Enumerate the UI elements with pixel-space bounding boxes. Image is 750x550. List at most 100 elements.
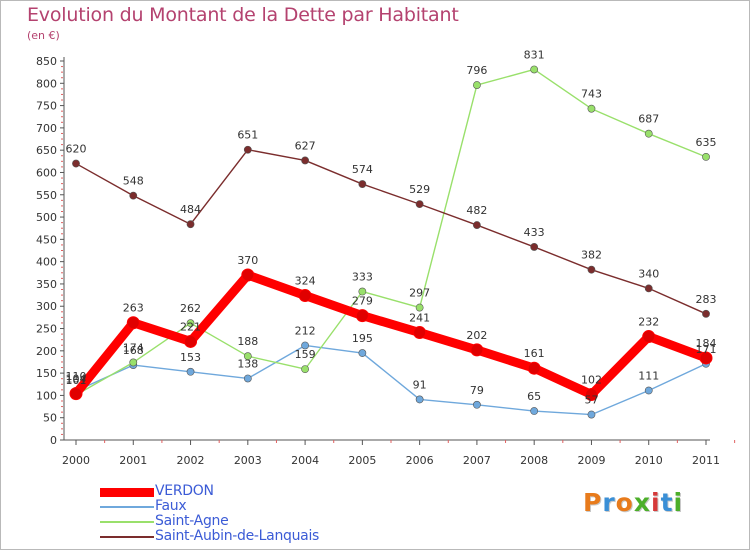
data-point-saint-aubin-de-lanquais — [129, 191, 138, 200]
data-label-saint-aubin-de-lanquais: 548 — [123, 175, 144, 188]
y-tick-label: 500 — [36, 211, 57, 224]
data-label-faux: 168 — [123, 344, 144, 357]
data-label-saint-agne: 101 — [66, 374, 87, 387]
data-label-saint-aubin-de-lanquais: 340 — [638, 267, 659, 280]
x-tick-label: 2005 — [348, 454, 376, 467]
x-tick-label: 2010 — [635, 454, 663, 467]
data-label-verdon: 241 — [409, 312, 430, 325]
data-point-verdon — [584, 388, 598, 402]
data-point-faux — [186, 367, 195, 376]
series-line-verdon — [71, 270, 711, 400]
chart-title: Evolution du Montant de la Dette par Hab… — [27, 4, 459, 26]
data-point-saint-agne — [530, 65, 539, 74]
data-label-verdon: 184 — [696, 337, 717, 350]
y-tick-label: 50 — [43, 412, 57, 425]
y-tick-label: 250 — [36, 323, 57, 336]
data-point-faux — [644, 386, 653, 395]
data-point-verdon — [413, 326, 427, 340]
data-point-saint-aubin-de-lanquais — [644, 284, 653, 293]
series-line-saint-agne — [75, 68, 707, 396]
y-tick-label: 450 — [36, 233, 57, 246]
data-label-faux: 110 — [66, 370, 87, 383]
series-line-faux — [75, 344, 707, 416]
x-tick-label: 2007 — [463, 454, 491, 467]
data-point-verdon — [126, 316, 140, 330]
data-point-saint-aubin-de-lanquais — [530, 243, 539, 251]
data-label-saint-agne: 333 — [352, 271, 373, 284]
chart-legend: VERDON Faux Saint-Agne Saint-Aubin-de-Lanqu… — [100, 483, 400, 544]
data-point-faux — [358, 349, 367, 357]
data-point-saint-agne — [473, 81, 481, 89]
data-label-saint-agne: 159 — [295, 348, 316, 361]
legend-item-verdon: VERDON — [100, 483, 400, 499]
data-point-saint-aubin-de-lanquais — [473, 221, 481, 229]
series-line-saint-aubin-de-lanquais — [75, 149, 707, 315]
data-label-verdon: 161 — [524, 347, 545, 360]
data-point-verdon — [184, 334, 198, 348]
data-point-saint-aubin-de-lanquais — [72, 159, 80, 168]
y-tick-label: 100 — [36, 389, 57, 402]
data-point-saint-aubin-de-lanquais — [301, 156, 309, 165]
data-label-faux: 111 — [638, 370, 659, 383]
data-label-saint-aubin-de-lanquais: 574 — [352, 163, 373, 176]
data-label-faux: 138 — [237, 357, 258, 370]
data-label-saint-agne: 743 — [581, 88, 602, 101]
legend-item-faux: Faux — [100, 498, 400, 514]
y-tick-label: 700 — [36, 122, 57, 135]
data-point-saint-agne — [587, 104, 596, 113]
x-tick-label: 2011 — [692, 454, 720, 467]
data-point-faux — [473, 400, 481, 409]
data-label-saint-aubin-de-lanquais: 627 — [295, 139, 316, 152]
data-label-faux: 91 — [413, 378, 427, 391]
y-tick-label: 400 — [36, 256, 57, 269]
data-point-saint-aubin-de-lanquais — [243, 145, 252, 154]
proxiti-logo: Proxiti — [583, 488, 684, 517]
data-point-saint-aubin-de-lanquais — [415, 200, 424, 209]
y-tick-label: 600 — [36, 166, 57, 179]
y-tick-label: 300 — [36, 300, 57, 313]
data-label-saint-agne: 796 — [466, 64, 487, 77]
data-point-saint-agne — [301, 365, 309, 374]
data-label-verdon: 279 — [352, 295, 373, 308]
x-tick-label: 2008 — [520, 454, 548, 467]
data-point-saint-agne — [358, 287, 367, 296]
data-label-saint-aubin-de-lanquais: 433 — [524, 226, 545, 239]
data-label-saint-agne: 262 — [180, 302, 201, 315]
data-point-saint-aubin-de-lanquais — [358, 180, 367, 188]
data-point-faux — [243, 374, 252, 383]
data-point-verdon — [298, 289, 312, 303]
data-label-saint-aubin-de-lanquais: 651 — [237, 129, 258, 142]
data-label-saint-agne: 635 — [696, 136, 717, 149]
data-label-verdon: 202 — [466, 329, 487, 342]
x-tick-label: 2003 — [234, 454, 262, 467]
data-label-verdon: 324 — [295, 275, 316, 288]
data-point-faux — [530, 407, 539, 415]
data-point-saint-aubin-de-lanquais — [702, 309, 710, 318]
data-label-saint-aubin-de-lanquais: 283 — [696, 293, 717, 306]
y-tick-label: 850 — [36, 55, 57, 68]
legend-swatch-faux — [100, 506, 154, 508]
data-label-faux: 153 — [180, 351, 201, 364]
data-point-verdon — [241, 268, 255, 282]
data-point-faux — [587, 410, 596, 419]
data-label-faux: 79 — [470, 384, 484, 397]
data-point-verdon — [527, 361, 541, 375]
legend-item-saint-aubin-de-lanquais: Saint-Aubin-de-Lanquais — [100, 528, 400, 544]
data-label-saint-agne: 687 — [638, 113, 659, 126]
data-label-saint-aubin-de-lanquais: 482 — [466, 204, 487, 217]
legend-swatch-saint-agne — [100, 521, 154, 523]
data-point-faux — [415, 395, 424, 404]
y-tick-label: 650 — [36, 144, 57, 157]
y-tick-label: 750 — [36, 100, 57, 113]
legend-item-saint-agne: Saint-Agne — [100, 513, 400, 529]
legend-swatch-verdon — [100, 487, 154, 497]
data-point-faux — [301, 341, 309, 350]
data-point-verdon — [69, 387, 83, 401]
data-label-verdon: 370 — [237, 254, 258, 267]
x-tick-label: 2009 — [577, 454, 605, 467]
chart-unit-label: (en €) — [27, 29, 60, 42]
data-label-verdon: 221 — [180, 320, 201, 333]
data-label-saint-agne: 188 — [237, 335, 258, 348]
